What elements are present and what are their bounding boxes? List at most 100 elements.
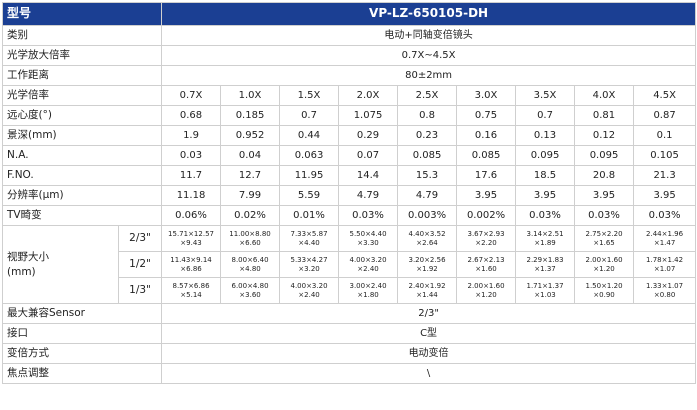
table-cell: 3.95	[456, 185, 517, 206]
fov-cell-line: 4.40×3.52	[408, 230, 446, 239]
fov-cell: 2.00×1.60 ×1.20	[574, 251, 635, 278]
table-cell: 0.03%	[338, 205, 399, 226]
table-cell: 21.3	[633, 165, 697, 186]
row-label: N.A.	[1, 145, 163, 166]
table-cell: 0.7	[515, 105, 576, 126]
fov-cell: 3.20×2.56 ×1.92	[397, 251, 458, 278]
table-cell: 0.1	[633, 125, 697, 146]
fov-cell: 2.29×1.83 ×1.37	[515, 251, 576, 278]
fov-cell-line: ×0.90	[593, 290, 615, 299]
table-cell: 4.79	[397, 185, 458, 206]
fov-cell-line: 5.33×4.27	[290, 256, 328, 265]
fov-row: 视野大小 (mm) 2/3" 15.71×12.57 ×9.43 11.00×8.80 ×6…	[2, 225, 697, 304]
fov-cell-line: ×1.03	[534, 290, 556, 299]
table-cell: 11.18	[161, 185, 222, 206]
table-cell: 0.02%	[220, 205, 281, 226]
fov-label-line: 视野大小	[7, 251, 49, 264]
fov-cell: 11.00×8.80 ×6.60	[220, 225, 281, 252]
fov-cell-line: 1.50×1.20	[585, 282, 623, 291]
table-row: 最大兼容Sensor 2/3"	[1, 303, 697, 324]
fov-cell: 11.43×9.14 ×6.86	[161, 251, 222, 278]
fov-cell-line: ×1.44	[416, 290, 438, 299]
table-cell: 1.0X	[220, 85, 281, 106]
fov-cell-line: 3.67×2.93	[467, 230, 505, 239]
header-row: 型号 VP-LZ-650105-DH	[1, 2, 697, 26]
table-cell: 0.03%	[574, 205, 635, 226]
table-cell: 3.95	[574, 185, 635, 206]
table-cell: 4.5X	[633, 85, 697, 106]
fov-cell-line: 3.20×2.56	[408, 256, 446, 265]
fov-cell-line: 11.43×9.14	[170, 256, 212, 265]
table-cell: 17.6	[456, 165, 517, 186]
fov-cell-line: ×4.40	[298, 238, 320, 247]
fov-cell-line: 8.57×6.86	[172, 282, 210, 291]
fov-cell: 2.44×1.96 ×1.47	[633, 225, 697, 252]
fov-cell-line: 1.71×1.37	[526, 282, 564, 291]
fov-cell-line: ×1.92	[416, 264, 438, 273]
fov-cell-line: ×2.40	[357, 264, 379, 273]
table-cell: 0.952	[220, 125, 281, 146]
table-cell: 3.95	[515, 185, 576, 206]
table-row: 远心度(°) 0.68 0.185 0.7 1.075 0.8 0.75 0.7 0.81 0.8…	[1, 105, 697, 126]
table-cell: 4.0X	[574, 85, 635, 106]
fov-cell-line: ×3.30	[357, 238, 379, 247]
fov-cell-line: 2.67×2.13	[467, 256, 505, 265]
fov-cell-line: ×4.80	[239, 264, 261, 273]
table-cell: 12.7	[220, 165, 281, 186]
row-label: 景深(mm)	[1, 125, 163, 146]
fov-cell-line: 3.14×2.51	[526, 230, 564, 239]
fov-cell: 3.67×2.93 ×2.20	[456, 225, 517, 252]
fov-cell-line: ×1.89	[534, 238, 556, 247]
fov-cell-line: ×1.47	[653, 238, 676, 247]
fov-cell: 1.33×1.07 ×0.80	[633, 277, 697, 304]
row-value: 80±2mm	[161, 65, 697, 86]
table-cell: 0.7	[279, 105, 340, 126]
table-cell: 0.16	[456, 125, 517, 146]
table-cell: 2.0X	[338, 85, 399, 106]
sensor-size: 1/2"	[117, 251, 163, 278]
table-row: 光学放大倍率 0.7X~4.5X	[1, 45, 697, 66]
fov-cell: 1.71×1.37 ×1.03	[515, 277, 576, 304]
table-row: F.NO. 11.7 12.7 11.95 14.4 15.3 17.6 18.5 20.8 21…	[1, 165, 697, 186]
row-label: 类别	[1, 25, 163, 46]
table-row: 焦点调整 \	[1, 363, 697, 384]
row-label: 接口	[1, 323, 163, 344]
fov-cell-line: ×2.64	[416, 238, 438, 247]
table-row: 光学倍率 0.7X 1.0X 1.5X 2.0X 2.5X 3.0X 3.5X 4.0X 4.5X	[1, 85, 697, 106]
table-cell: 1.075	[338, 105, 399, 126]
table-cell: 0.01%	[279, 205, 340, 226]
fov-label-unit: (mm)	[7, 265, 36, 278]
table-cell: 4.79	[338, 185, 399, 206]
fov-cell: 2.67×2.13 ×1.60	[456, 251, 517, 278]
fov-cell: 2.00×1.60 ×1.20	[456, 277, 517, 304]
row-value: 2/3"	[161, 303, 697, 324]
field-of-view-rows: 视野大小 (mm) 2/3" 15.71×12.57 ×9.43 11.00×8.80 ×6…	[2, 225, 697, 304]
table-cell: 1.9	[161, 125, 222, 146]
fov-cell: 15.71×12.57 ×9.43	[161, 225, 222, 252]
table-cell: 0.23	[397, 125, 458, 146]
fov-cell-line: ×1.07	[653, 264, 676, 273]
fov-cell-line: 15.71×12.57	[168, 230, 214, 239]
fov-cell-line: 8.00×6.40	[231, 256, 269, 265]
fov-cell: 5.33×4.27 ×3.20	[279, 251, 340, 278]
row-label: 工作距离	[1, 65, 163, 86]
table-cell: 3.5X	[515, 85, 576, 106]
table-cell: 0.03%	[633, 205, 697, 226]
fov-cell: 6.00×4.80 ×3.60	[220, 277, 281, 304]
table-cell: 0.29	[338, 125, 399, 146]
row-value: \	[161, 363, 697, 384]
fov-cell-line: 2.40×1.92	[408, 282, 446, 291]
row-label: TV畸变	[1, 205, 163, 226]
fov-cell-line: ×1.65	[593, 238, 615, 247]
fov-cell: 8.57×6.86 ×5.14	[161, 277, 222, 304]
table-row: 变倍方式 电动变倍	[1, 343, 697, 364]
fov-cell-line: 2.00×1.60	[585, 256, 623, 265]
table-cell: 0.8	[397, 105, 458, 126]
header-label: 型号	[1, 2, 163, 26]
table-cell: 3.95	[633, 185, 697, 206]
fov-cell: 4.40×3.52 ×2.64	[397, 225, 458, 252]
fov-cell: 3.14×2.51 ×1.89	[515, 225, 576, 252]
table-cell: 0.03	[161, 145, 222, 166]
model-number: VP-LZ-650105-DH	[161, 2, 697, 26]
fov-cell-line: ×6.86	[180, 264, 202, 273]
